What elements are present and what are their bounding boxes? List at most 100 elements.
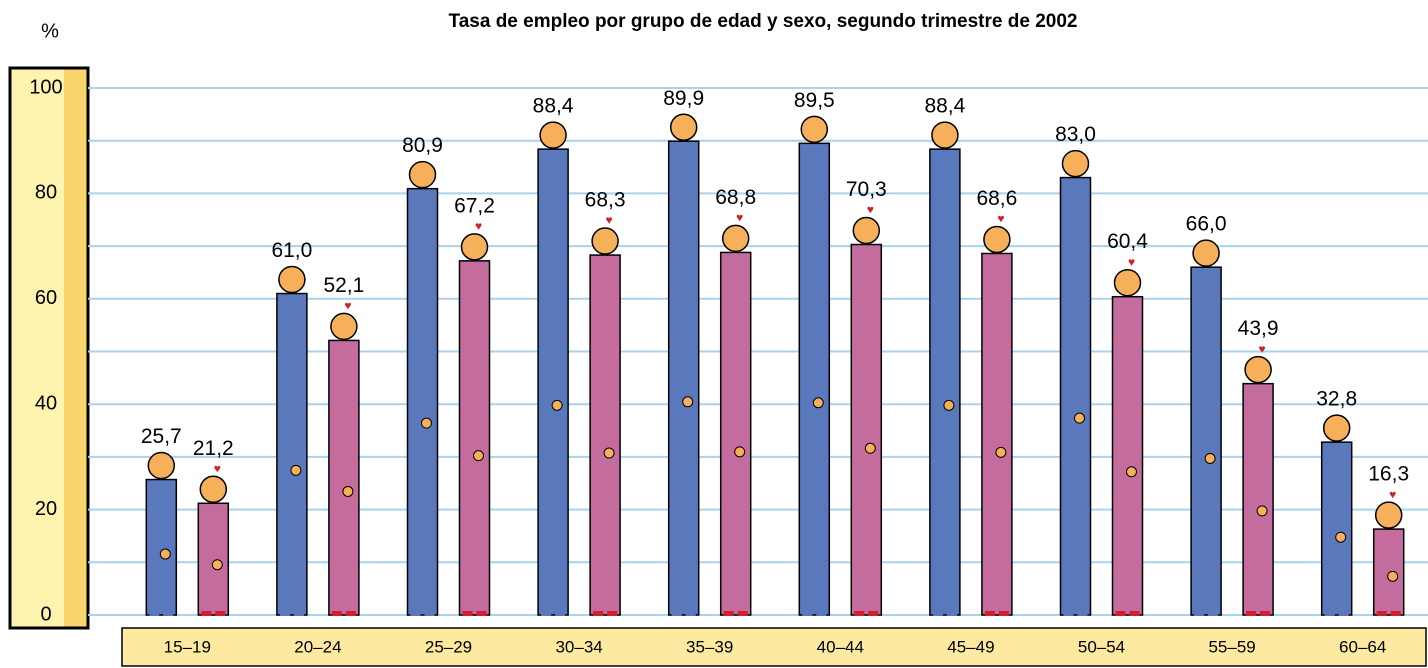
shoe: [555, 611, 565, 616]
y-axis-strip: [64, 70, 87, 627]
heart: ♥: [997, 212, 1004, 226]
shoe: [816, 611, 826, 616]
bar: [146, 480, 176, 615]
bar: [851, 245, 881, 615]
heart: ♥: [214, 461, 221, 475]
value-label: 52,1: [323, 274, 364, 297]
shoe: [686, 611, 696, 616]
value-label: 68,8: [715, 186, 756, 209]
shoe: [332, 611, 342, 616]
shoe: [999, 611, 1009, 616]
hand: [865, 443, 875, 453]
shoe: [149, 611, 159, 616]
shoe: [215, 611, 225, 616]
shoe: [724, 611, 734, 616]
x-tick-label: 50–54: [1078, 637, 1125, 656]
value-label: 60,4: [1107, 230, 1148, 253]
hand: [422, 418, 432, 428]
head: [1193, 240, 1219, 266]
x-tick-label: 45–49: [947, 637, 994, 656]
shoe: [933, 611, 943, 616]
value-label: 89,5: [794, 89, 835, 112]
shoe: [1325, 611, 1335, 616]
head: [671, 114, 697, 140]
heart: ♥: [606, 213, 613, 227]
head: [984, 226, 1010, 252]
heart: ♥: [736, 211, 743, 225]
value-label: 21,2: [193, 437, 234, 460]
shoe: [294, 611, 304, 616]
bar: [799, 143, 829, 615]
shoe: [1130, 611, 1140, 616]
hand: [343, 486, 353, 496]
value-label: 32,8: [1316, 388, 1357, 411]
head: [801, 116, 827, 142]
heart: ♥: [1259, 342, 1266, 356]
shoe: [201, 611, 211, 616]
head: [279, 267, 305, 293]
shoe: [1260, 611, 1270, 616]
shoe: [868, 611, 878, 616]
value-label: 68,6: [976, 187, 1017, 210]
shoe: [607, 611, 617, 616]
x-tick-label: 40–44: [817, 637, 864, 656]
hand: [1257, 506, 1267, 516]
hand: [683, 397, 693, 407]
value-label: 83,0: [1055, 123, 1096, 146]
hand: [1388, 571, 1398, 581]
x-tick-label: 15–19: [164, 637, 211, 656]
shoe: [672, 611, 682, 616]
shoe: [463, 611, 473, 616]
hand: [996, 447, 1006, 457]
value-label: 61,0: [271, 239, 312, 262]
bar: [669, 141, 699, 615]
head: [540, 122, 566, 148]
shoe: [425, 611, 435, 616]
shoe: [593, 611, 603, 616]
heart: ♥: [1389, 487, 1396, 501]
shoe: [541, 611, 551, 616]
shoe: [477, 611, 487, 616]
head: [200, 476, 226, 502]
shoe: [1208, 611, 1218, 616]
shoe: [1064, 611, 1074, 616]
shoe: [1391, 611, 1401, 616]
value-label: 89,9: [663, 87, 704, 110]
head: [331, 313, 357, 339]
bar: [1113, 297, 1143, 615]
hand: [1205, 453, 1215, 463]
bar: [277, 294, 307, 615]
y-tick-label: 60: [35, 287, 57, 309]
x-tick-label: 55–59: [1208, 637, 1255, 656]
x-tick-label: 20–24: [294, 637, 341, 656]
head: [592, 228, 618, 254]
hand: [160, 549, 170, 559]
y-axis-label: %: [41, 20, 59, 42]
head: [462, 234, 488, 260]
value-label: 43,9: [1238, 317, 1279, 340]
x-tick-label: 25–29: [425, 637, 472, 656]
shoe: [1194, 611, 1204, 616]
head: [1324, 415, 1350, 441]
hand: [813, 398, 823, 408]
value-label: 16,3: [1368, 463, 1409, 486]
value-label: 88,4: [924, 95, 965, 118]
shoe: [280, 611, 290, 616]
head: [1115, 270, 1141, 296]
chart-title: Tasa de empleo por grupo de edad y sexo,…: [449, 11, 1078, 32]
hand: [474, 451, 484, 461]
shoe: [947, 611, 957, 616]
shoe: [346, 611, 356, 616]
value-label: 70,3: [846, 178, 887, 201]
shoe: [738, 611, 748, 616]
hand: [212, 560, 222, 570]
heart: ♥: [867, 203, 874, 217]
shoe: [163, 611, 173, 616]
bar: [198, 503, 228, 615]
y-tick-label: 80: [35, 182, 57, 204]
hand: [1336, 532, 1346, 542]
hand: [604, 448, 614, 458]
bar: [721, 252, 751, 615]
hand: [1075, 413, 1085, 423]
bar: [1061, 178, 1091, 615]
